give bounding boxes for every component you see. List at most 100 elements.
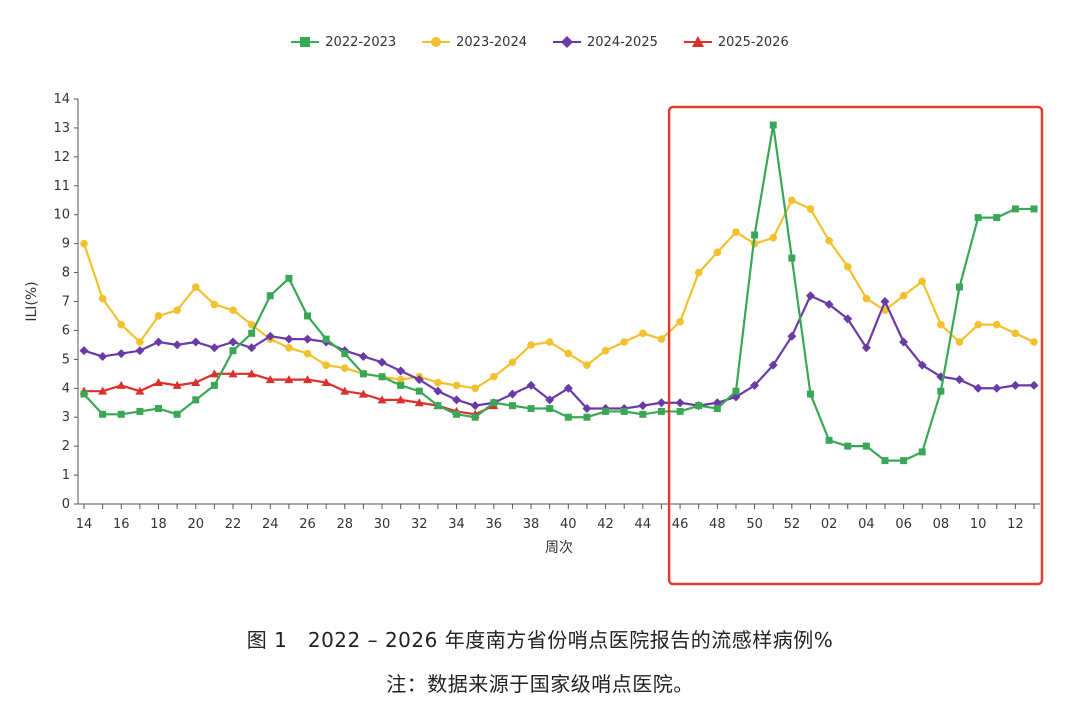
data-point-20232024: [285, 343, 293, 352]
data-point-20242025: [1010, 380, 1020, 390]
data-point-20232024: [955, 338, 964, 346]
x-tick-label: 10: [970, 517, 987, 532]
y-tick-label: 2: [62, 439, 70, 454]
x-tick-label: 06: [895, 517, 912, 532]
data-point-20242025: [954, 375, 964, 385]
data-point-20222023: [676, 407, 684, 415]
x-tick-label: 24: [262, 517, 279, 532]
data-point-20222023: [490, 399, 498, 407]
data-point-20232024: [713, 248, 722, 257]
legend-label: 2023-2024: [456, 34, 527, 50]
data-point-20232024: [583, 361, 591, 369]
data-point-20222023: [210, 381, 218, 389]
data-point-20232024: [490, 372, 498, 381]
x-tick-label: 22: [225, 517, 242, 532]
data-point-20232024: [434, 378, 442, 387]
data-point-20242025: [545, 395, 555, 405]
data-point-20222023: [359, 370, 367, 378]
chart-legend: 2022-2023 2023-2024 2024-2025 2025-2026: [0, 30, 1080, 54]
data-point-20222023: [788, 254, 796, 262]
data-point-20242025: [917, 360, 927, 370]
figure-note: 注：数据来源于国家级哨点医院。: [386, 672, 694, 696]
data-point-20252026: [209, 369, 219, 378]
data-point-20232024: [806, 205, 815, 213]
data-point-20252026: [135, 386, 145, 395]
x-tick-label: 04: [858, 517, 875, 532]
x-tick-label: 14: [76, 517, 93, 532]
data-point-20242025: [98, 351, 108, 361]
data-point-20252026: [396, 395, 406, 404]
data-point-20232024: [210, 300, 219, 309]
data-point-20242025: [154, 337, 164, 347]
data-point-20232024: [191, 283, 200, 291]
data-point-20242025: [787, 331, 797, 341]
x-tick-label: 42: [597, 517, 614, 532]
data-point-20242025: [582, 404, 592, 414]
data-point-20222023: [117, 410, 125, 418]
legend-item-20232024: 2023-2024: [422, 35, 527, 50]
data-point-20242025: [675, 398, 685, 408]
data-point-20232024: [117, 320, 126, 329]
data-point-20222023: [825, 436, 833, 444]
data-point-20242025: [116, 349, 126, 359]
data-point-20252026: [191, 378, 201, 386]
legend-symbol: [683, 36, 712, 47]
data-point-20232024: [322, 361, 330, 369]
data-point-20232024: [788, 196, 796, 205]
x-tick-label: 50: [746, 517, 763, 532]
data-point-20242025: [191, 337, 201, 347]
data-point-20222023: [602, 407, 610, 415]
x-tick-label: 30: [374, 517, 391, 532]
data-point-20232024: [229, 306, 237, 314]
x-tick-label: 36: [486, 517, 503, 532]
data-point-20232024: [452, 381, 461, 390]
data-point-20232024: [620, 338, 628, 346]
data-point-20222023: [639, 410, 647, 418]
data-point-20242025: [265, 331, 275, 341]
data-point-20242025: [843, 314, 853, 324]
data-point-20242025: [638, 401, 648, 411]
data-point-20222023: [434, 402, 442, 410]
y-axis-title: ILI(%): [24, 281, 40, 321]
data-point-20232024: [173, 306, 181, 314]
data-point-20222023: [937, 387, 945, 395]
data-point-20232024: [471, 384, 479, 393]
data-point-20222023: [844, 442, 852, 450]
x-tick-label: 48: [709, 517, 726, 532]
x-tick-label: 20: [187, 517, 204, 532]
x-tick-label: 52: [784, 517, 801, 532]
data-point-20222023: [471, 413, 479, 421]
data-point-20222023: [453, 410, 461, 418]
data-point-20222023: [918, 448, 926, 456]
data-point-20232024: [769, 234, 778, 242]
data-point-20222023: [974, 214, 982, 222]
data-point-20232024: [918, 277, 927, 286]
data-point-20242025: [377, 357, 387, 367]
data-point-20242025: [880, 297, 890, 306]
data-point-20252026: [414, 398, 424, 407]
data-point-20232024: [843, 262, 852, 271]
data-point-20252026: [116, 380, 126, 389]
data-point-20222023: [713, 405, 721, 413]
data-point-20232024: [527, 341, 535, 349]
data-point-20222023: [620, 407, 628, 415]
x-axis-title: 周次: [545, 540, 573, 556]
data-point-20232024: [1030, 338, 1038, 346]
x-tick-label: 38: [523, 517, 540, 532]
data-point-20232024: [396, 375, 405, 384]
data-point-20232024: [1011, 329, 1020, 338]
series-line-20232024: [82, 199, 1035, 390]
data-point-20232024: [974, 320, 982, 329]
data-point-20242025: [899, 337, 909, 347]
legend-item-20252026: 2025-2026: [683, 35, 789, 50]
data-point-20252026: [247, 369, 257, 378]
series-line-20222023: [83, 123, 1034, 462]
legend-item-20242025: 2024-2025: [553, 35, 658, 50]
x-tick-label: 12: [1007, 517, 1024, 532]
data-point-20222023: [955, 283, 963, 291]
data-point-20232024: [564, 349, 573, 358]
data-point-20222023: [862, 442, 870, 450]
data-point-20222023: [322, 335, 330, 343]
data-point-20242025: [247, 343, 257, 353]
